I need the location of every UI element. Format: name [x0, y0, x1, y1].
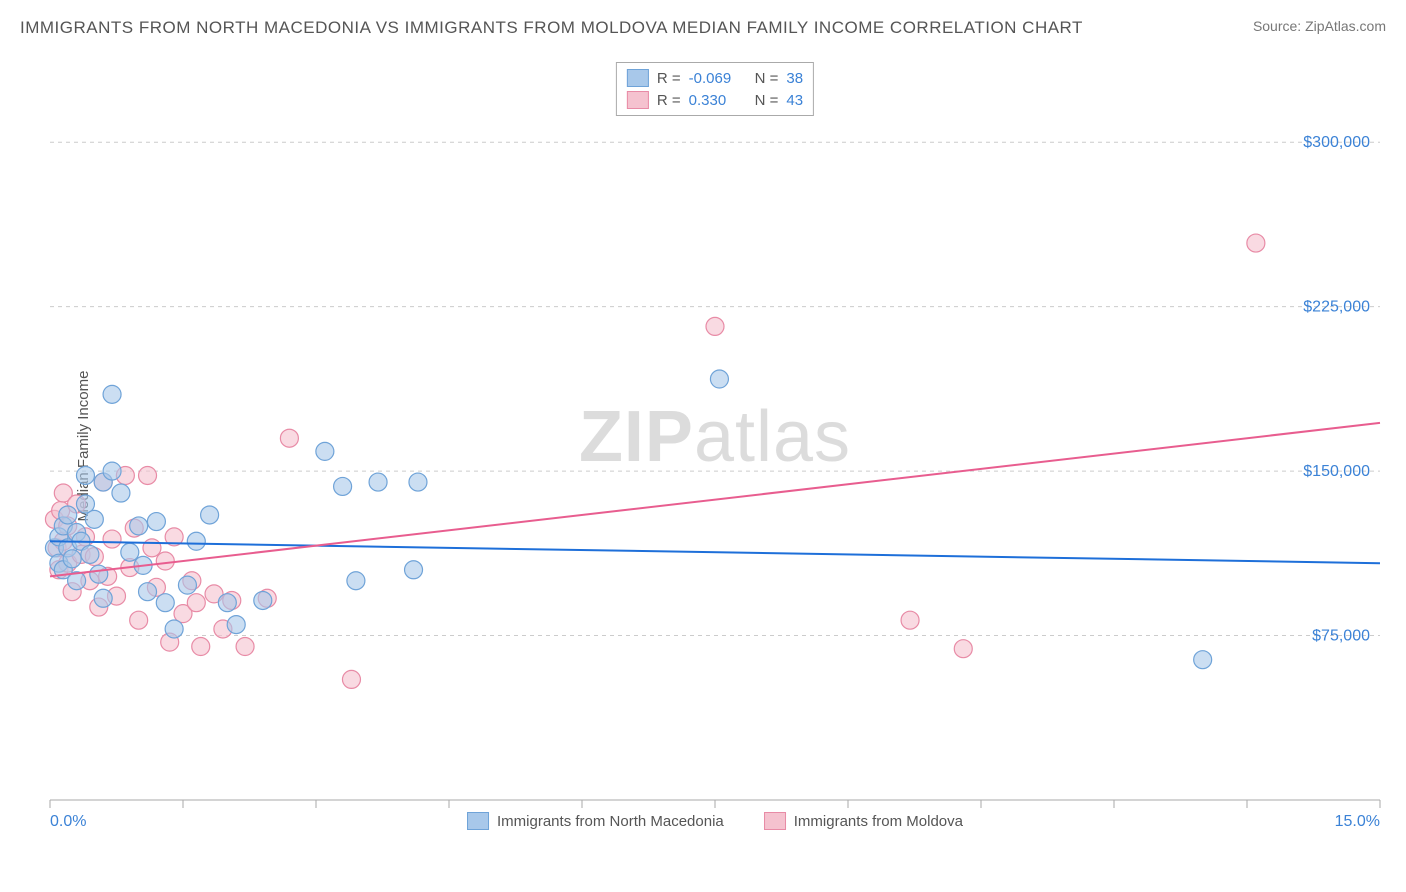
data-point	[254, 591, 272, 609]
legend-swatch	[627, 91, 649, 109]
data-point	[710, 370, 728, 388]
data-point	[130, 611, 148, 629]
data-point	[901, 611, 919, 629]
data-point	[103, 530, 121, 548]
legend-n-value: 38	[786, 70, 803, 87]
data-point	[192, 638, 210, 656]
data-point	[409, 473, 427, 491]
data-point	[147, 513, 165, 531]
data-point	[112, 484, 130, 502]
data-point	[76, 466, 94, 484]
chart-area: ZIPatlas $75,000$150,000$225,000$300,000…	[50, 60, 1380, 830]
legend-swatch	[467, 812, 489, 830]
data-point	[218, 594, 236, 612]
y-tick-label: $225,000	[1303, 299, 1370, 316]
data-point	[94, 589, 112, 607]
data-point	[236, 638, 254, 656]
legend-n-label: N =	[755, 92, 779, 109]
data-point	[139, 466, 157, 484]
data-point	[369, 473, 387, 491]
x-tick-label: 0.0%	[50, 813, 86, 830]
data-point	[143, 539, 161, 557]
source-label: Source: ZipAtlas.com	[1253, 18, 1386, 34]
legend-r-value: 0.330	[689, 92, 747, 109]
legend-swatch	[764, 812, 786, 830]
data-point	[165, 620, 183, 638]
data-point	[201, 506, 219, 524]
data-point	[405, 561, 423, 579]
legend-series-label: Immigrants from Moldova	[794, 813, 963, 830]
legend-series-item: Immigrants from North Macedonia	[467, 812, 724, 830]
legend-row: R = 0.330 N = 43	[627, 89, 803, 111]
data-point	[227, 616, 245, 634]
data-point	[347, 572, 365, 590]
data-point	[103, 462, 121, 480]
data-point	[121, 543, 139, 561]
legend-correlation: R = -0.069 N = 38 R = 0.330 N = 43	[616, 62, 814, 116]
data-point	[178, 576, 196, 594]
data-point	[81, 545, 99, 563]
legend-series-label: Immigrants from North Macedonia	[497, 813, 724, 830]
data-point	[187, 594, 205, 612]
data-point	[85, 510, 103, 528]
data-point	[187, 532, 205, 550]
y-tick-label: $75,000	[1312, 628, 1370, 645]
legend-n-value: 43	[786, 92, 803, 109]
data-point	[1194, 651, 1212, 669]
legend-series: Immigrants from North Macedonia Immigran…	[467, 812, 963, 830]
y-tick-label: $300,000	[1303, 134, 1370, 151]
data-point	[90, 565, 108, 583]
y-tick-label: $150,000	[1303, 463, 1370, 480]
data-point	[334, 477, 352, 495]
legend-r-label: R =	[657, 70, 681, 87]
scatter-plot: $75,000 $150,000 $225,000 $300,000 0.0% 15.0%	[50, 60, 1380, 830]
data-point	[59, 506, 77, 524]
legend-swatch	[627, 69, 649, 87]
data-point	[280, 429, 298, 447]
data-point	[316, 442, 334, 460]
data-point	[706, 317, 724, 335]
chart-title: IMMIGRANTS FROM NORTH MACEDONIA VS IMMIG…	[20, 18, 1083, 38]
legend-r-value: -0.069	[689, 70, 747, 87]
data-point	[130, 517, 148, 535]
legend-r-label: R =	[657, 92, 681, 109]
legend-row: R = -0.069 N = 38	[627, 67, 803, 89]
legend-n-label: N =	[755, 70, 779, 87]
regression-line	[50, 541, 1380, 563]
data-point	[954, 640, 972, 658]
x-tick-label: 15.0%	[1335, 813, 1380, 830]
data-point	[156, 594, 174, 612]
data-point	[156, 552, 174, 570]
legend-series-item: Immigrants from Moldova	[764, 812, 963, 830]
data-point	[342, 670, 360, 688]
data-point	[103, 385, 121, 403]
regression-line	[50, 423, 1380, 576]
data-point	[1247, 234, 1265, 252]
data-point	[63, 550, 81, 568]
data-point	[139, 583, 157, 601]
